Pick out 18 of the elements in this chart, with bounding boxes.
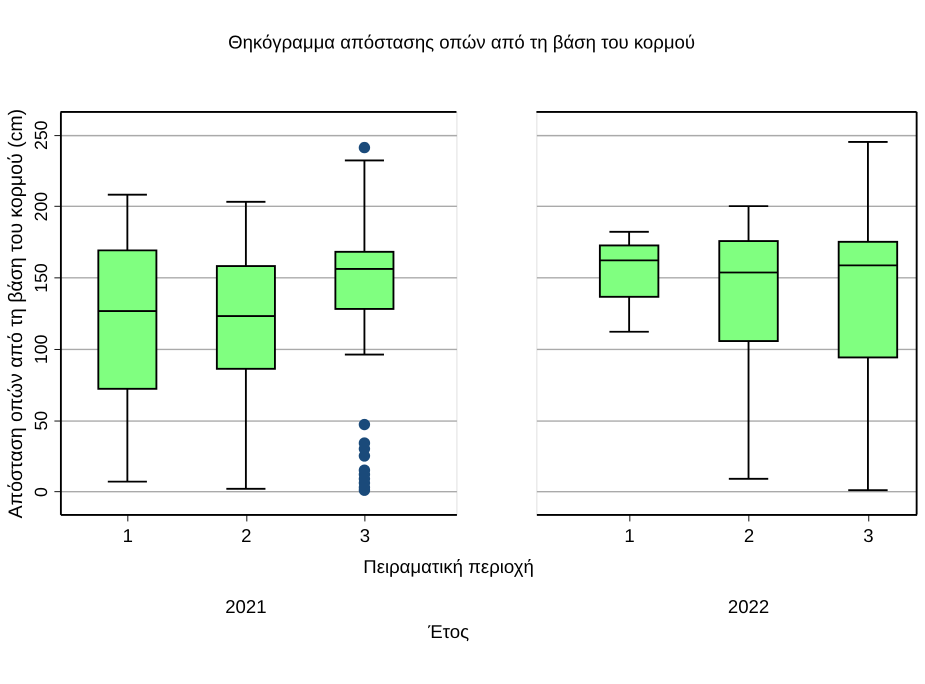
text: Έτος: [427, 621, 470, 642]
x-tick-label: 2: [241, 524, 252, 546]
text: 2022: [728, 596, 770, 617]
x-tick-label: 3: [863, 524, 874, 546]
y-tick-label: 150: [30, 263, 51, 293]
x-tick-label: 3: [360, 524, 370, 546]
x-axis-title: Πειραματική περιοχή: [363, 556, 534, 578]
x-tick-label: 1: [122, 524, 133, 546]
x-tick-label: 1: [624, 524, 635, 546]
x-tick-label: 2: [744, 524, 754, 546]
y-tick-label: 50: [30, 410, 51, 431]
y-tick-label: 250: [30, 120, 51, 150]
y-tick-label: 0: [30, 486, 51, 497]
y-tick-label: 200: [30, 192, 51, 222]
y-tick-label: 100: [30, 334, 51, 364]
y-axis-title: Απόσταση οπών από τη βάση του κορμού (cm): [4, 108, 27, 518]
text: 2021: [225, 596, 267, 617]
chart-title: Θηκόγραμμα απόστασης οπών από τη βάση του κορμού: [228, 31, 696, 52]
